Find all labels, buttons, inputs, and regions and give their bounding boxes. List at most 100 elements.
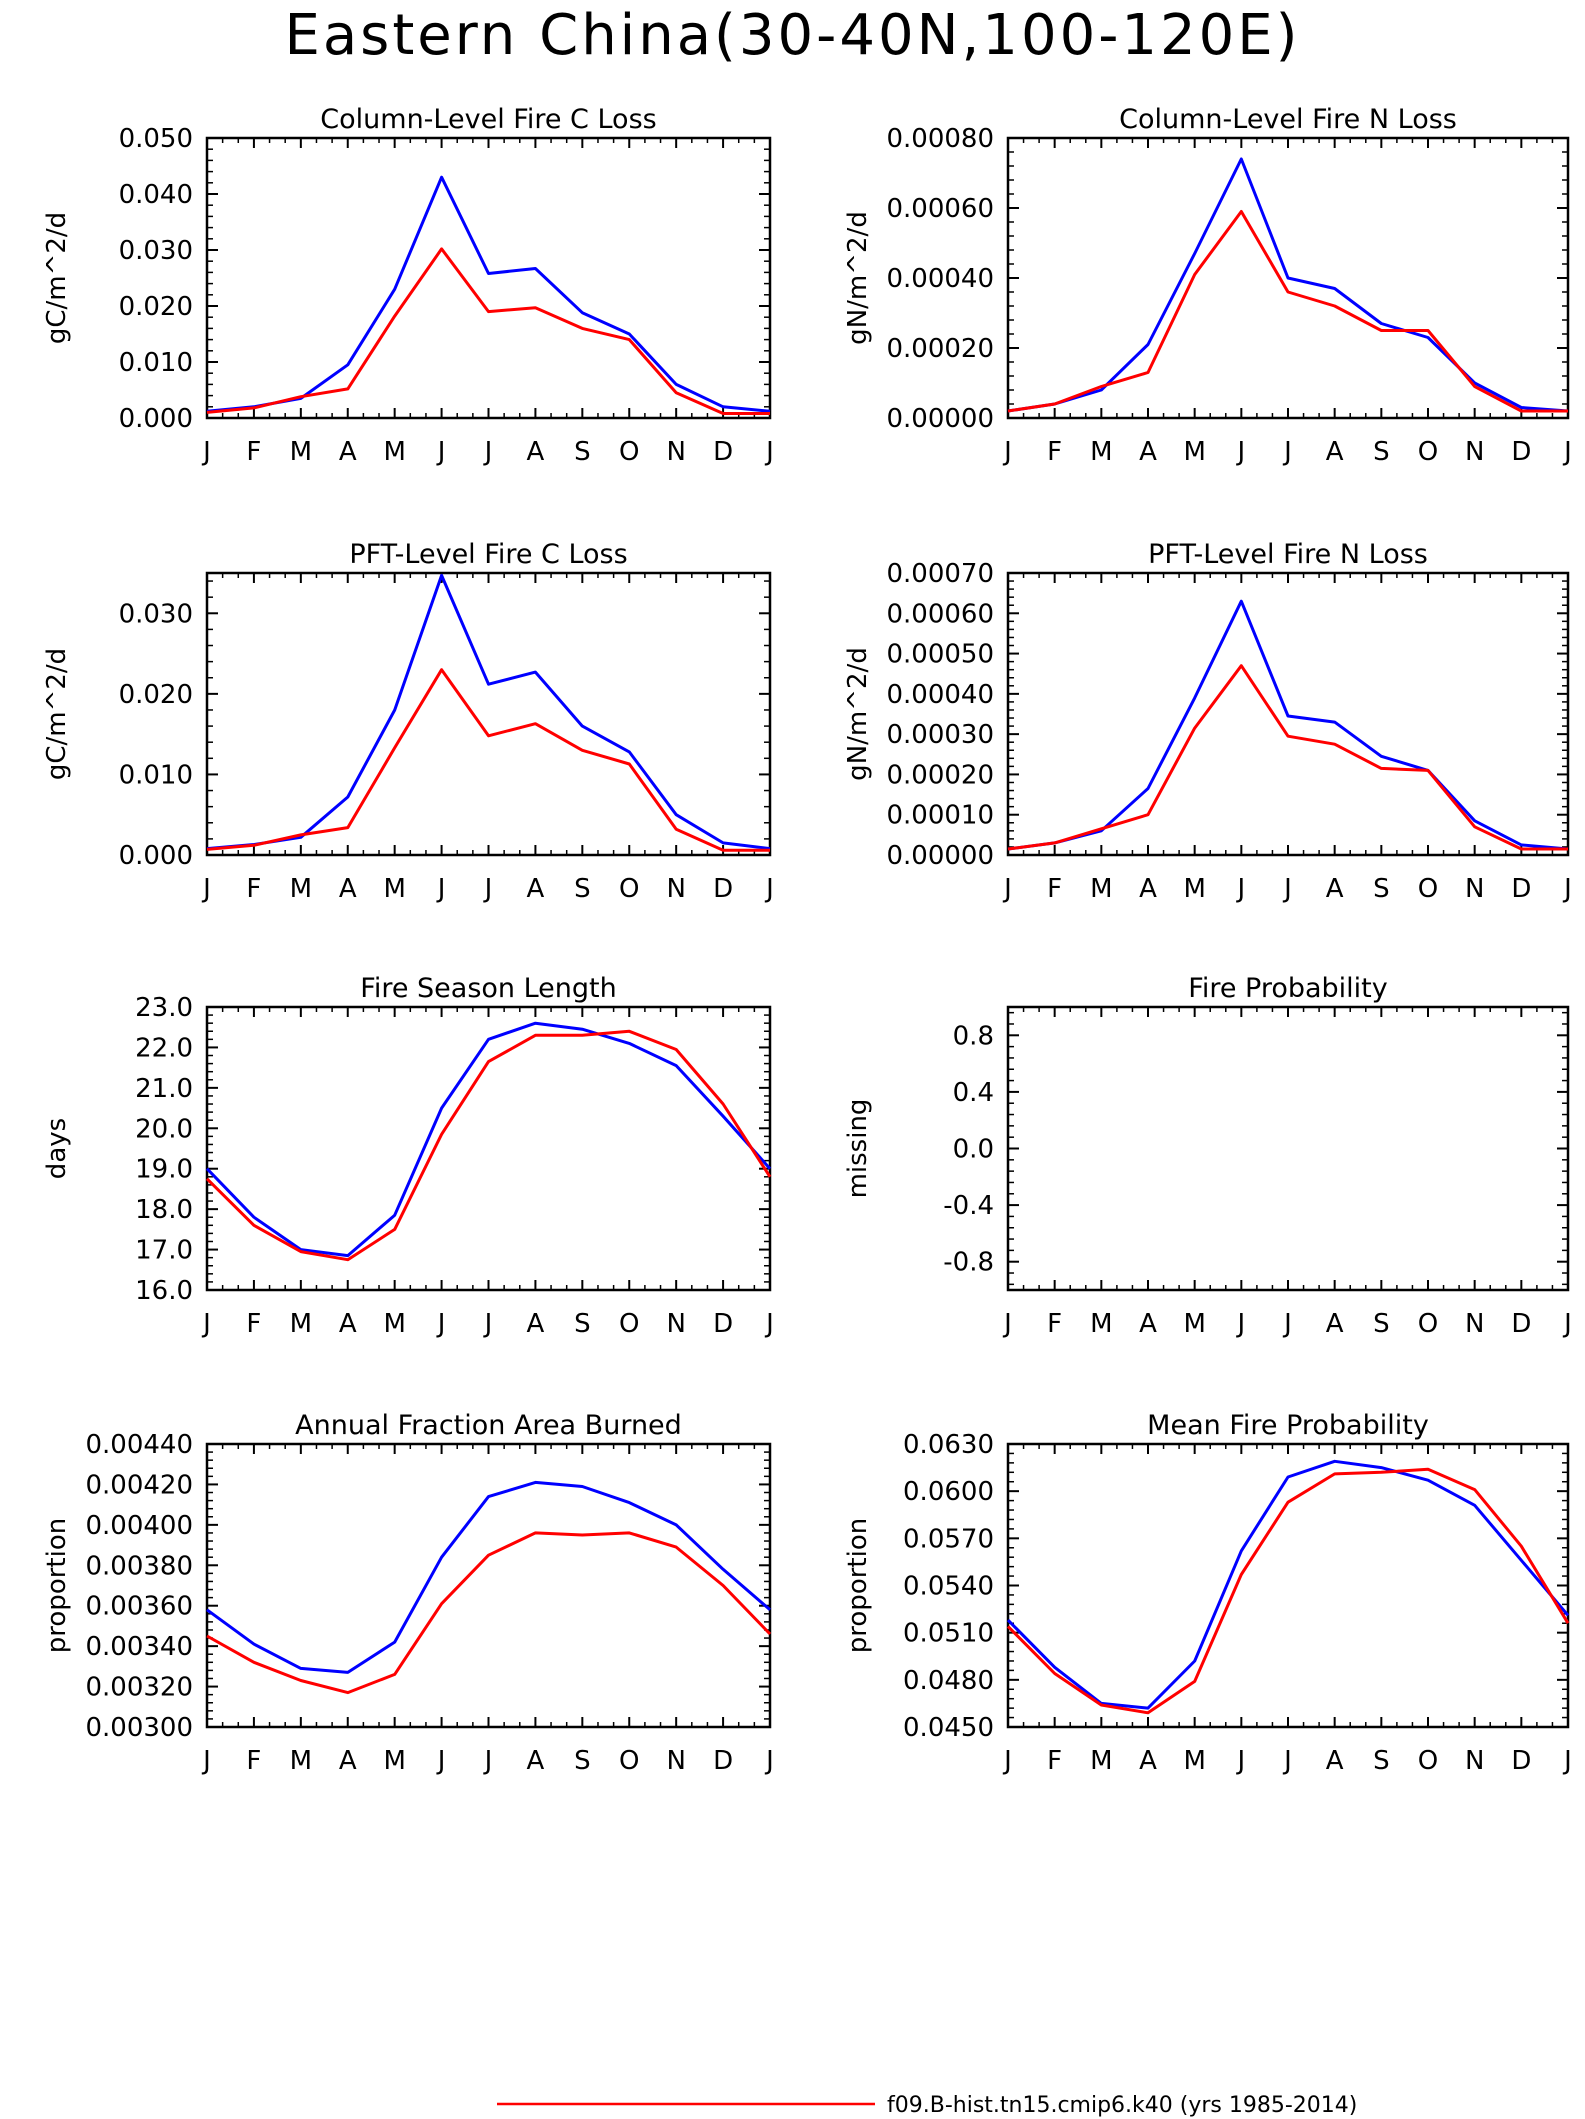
y-tick-label: 0.0 (953, 1135, 994, 1165)
panel-title: Annual Fraction Area Burned (295, 1410, 682, 1441)
series-line-red (206, 247, 770, 415)
y-tick-label: 0.00300 (85, 1713, 193, 1743)
panel-title: Column-Level Fire C Loss (320, 104, 656, 135)
x-tick-label: J (1235, 874, 1245, 904)
y-tick-label: 21.0 (135, 1074, 193, 1104)
x-tick-label: J (201, 1746, 211, 1776)
x-tick-label: O (619, 874, 639, 904)
plot-frame (1006, 1005, 1570, 1292)
x-tick-label: M (1090, 1309, 1112, 1339)
series-line-red (206, 668, 770, 852)
x-tick-label: J (1002, 1309, 1012, 1339)
y-tick-label: 0.00360 (85, 1592, 193, 1622)
series-line-blue (205, 1021, 772, 1258)
x-tick-label: A (339, 874, 357, 904)
x-tick-label: D (713, 874, 733, 904)
x-tick-label: F (1047, 437, 1062, 467)
y-axis-label: gC/m^2/d (42, 212, 72, 344)
x-tick-label: J (1002, 1746, 1012, 1776)
x-tick-label: M (1090, 874, 1112, 904)
x-tick-label: M (290, 874, 312, 904)
x-tick-label: F (1047, 1309, 1062, 1339)
x-tick-label: D (1511, 874, 1531, 904)
y-tick-label: 0.030 (119, 236, 193, 266)
y-tick-label: 17.0 (135, 1236, 193, 1266)
y-axis-label: gN/m^2/d (843, 211, 873, 345)
y-tick-label: 18.0 (135, 1195, 193, 1225)
x-tick-label: M (1090, 1746, 1112, 1776)
y-tick-label: 0.4 (953, 1078, 994, 1108)
x-tick-label: J (1282, 874, 1292, 904)
y-tick-label: 20.0 (135, 1114, 193, 1144)
y-tick-label: 0.010 (119, 348, 193, 378)
x-tick-label: J (764, 437, 774, 467)
y-axis-label: proportion (843, 1518, 873, 1653)
series-line-blue (1007, 157, 1569, 413)
x-tick-label: F (246, 437, 261, 467)
x-tick-label: S (1373, 437, 1390, 467)
page-title: Eastern China(30-40N,100-120E) (284, 3, 1301, 68)
y-tick-label: 0.00380 (85, 1551, 193, 1581)
x-tick-label: A (527, 1746, 545, 1776)
y-tick-label: 0.00030 (886, 720, 994, 750)
series-line-red (206, 1531, 772, 1695)
x-tick-label: D (713, 1746, 733, 1776)
y-tick-label: 0.00060 (886, 599, 994, 629)
x-tick-label: M (1183, 874, 1205, 904)
panel-title: PFT-Level Fire N Loss (1148, 539, 1428, 570)
x-tick-label: N (1465, 437, 1484, 467)
x-tick-label: N (666, 1309, 685, 1339)
x-tick-label: M (383, 437, 405, 467)
x-tick-label: M (1183, 1746, 1205, 1776)
y-tick-label: 0.030 (119, 599, 193, 629)
series-line-blue (206, 573, 771, 851)
x-tick-label: M (1183, 1309, 1205, 1339)
y-tick-label: 0.040 (119, 180, 193, 210)
y-tick-label: 19.0 (135, 1155, 193, 1185)
x-tick-label: A (339, 437, 357, 467)
x-tick-label: D (1511, 1746, 1531, 1776)
series-line-blue (1007, 599, 1569, 851)
x-tick-label: J (1235, 1309, 1245, 1339)
x-tick-label: A (339, 1309, 357, 1339)
y-axis-label: days (42, 1118, 72, 1179)
x-tick-label: S (574, 1309, 591, 1339)
x-tick-label: A (1326, 437, 1344, 467)
x-tick-label: O (1418, 1309, 1438, 1339)
y-tick-label: 0.0510 (903, 1619, 994, 1649)
plot-frame (1006, 1442, 1570, 1729)
panel-title: PFT-Level Fire C Loss (349, 539, 627, 570)
x-tick-label: S (1373, 874, 1390, 904)
y-tick-label: 0.050 (119, 124, 193, 154)
x-tick-label: J (201, 1309, 211, 1339)
y-tick-label: -0.4 (943, 1191, 994, 1221)
x-tick-label: O (619, 1309, 639, 1339)
y-tick-label: 0.00010 (886, 801, 994, 831)
x-tick-label: J (483, 437, 493, 467)
x-tick-label: J (1002, 437, 1012, 467)
y-tick-label: 0.00000 (886, 404, 994, 434)
y-tick-label: 0.00020 (886, 334, 994, 364)
x-tick-label: F (246, 1746, 261, 1776)
y-axis-label: gN/m^2/d (843, 647, 873, 781)
y-tick-label: 0.0600 (903, 1477, 994, 1507)
x-tick-label: A (1139, 1746, 1157, 1776)
x-tick-label: D (713, 1309, 733, 1339)
x-tick-label: N (1465, 1746, 1484, 1776)
x-tick-label: J (483, 1309, 493, 1339)
x-tick-label: J (201, 874, 211, 904)
series-line-red (205, 1029, 772, 1262)
y-axis-label: missing (843, 1099, 873, 1199)
y-tick-label: 0.010 (119, 760, 193, 790)
y-axis-label: gC/m^2/d (42, 648, 72, 780)
x-tick-label: M (290, 1746, 312, 1776)
x-tick-label: S (1373, 1309, 1390, 1339)
y-tick-label: 22.0 (135, 1033, 193, 1063)
x-tick-label: M (290, 437, 312, 467)
x-tick-label: J (1282, 437, 1292, 467)
x-tick-label: A (339, 1746, 357, 1776)
